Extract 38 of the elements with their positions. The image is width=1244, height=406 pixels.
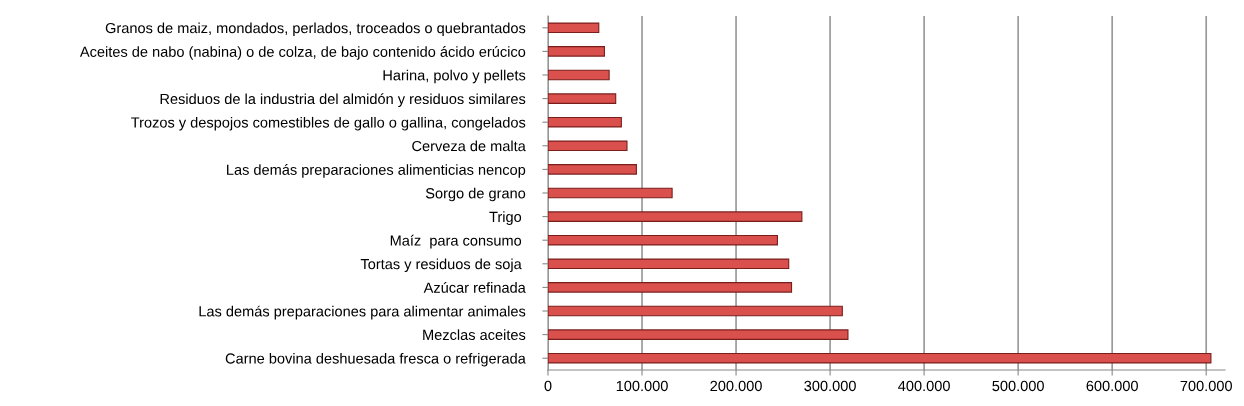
x-tick-label: 300.000 — [804, 380, 856, 392]
bar — [548, 69, 610, 81]
bar — [548, 305, 843, 317]
x-tick-label: 200.000 — [710, 380, 762, 392]
bar — [548, 140, 628, 152]
y-tick-label: Harina, polvo y pellets — [383, 69, 526, 84]
bar — [548, 116, 622, 128]
bar — [548, 234, 778, 246]
bar — [548, 352, 1212, 364]
y-tick-label: Las demás preparaciones alimenticias nencop — [227, 164, 526, 178]
bar — [548, 164, 637, 175]
bar — [548, 258, 790, 270]
x-tick-label: 100.000 — [616, 380, 668, 392]
y-tick-label: Cerveza de malta — [412, 140, 526, 152]
y-tick-label: Azúcar refinada — [423, 281, 526, 293]
bar — [548, 22, 600, 34]
x-tick-label: 0 — [544, 380, 552, 392]
y-tick-label: Carne bovina deshuesada fresca o refrigerada — [225, 352, 526, 367]
y-tick-label: Maíz para consumo — [390, 234, 522, 249]
y-tick-label: Aceites de nabo (nabina) o de colza, de bajo contenido ácido erúcico — [79, 46, 526, 60]
y-tick-label: Residuos de la industria del almidón y residuos similares — [160, 93, 526, 107]
y-tick-label: Trozos y despojos comestibles de gallo o gallina, congelados — [131, 116, 526, 131]
y-tick-label: Sorgo de grano — [425, 187, 526, 202]
bar — [548, 187, 673, 199]
bar — [548, 329, 849, 340]
y-tick-label: Mezclas aceites — [423, 329, 526, 341]
x-tick-label: 500.000 — [992, 380, 1044, 392]
x-tick-label: 400.000 — [898, 380, 950, 392]
y-tick-label: Tortas y residuos de soja — [360, 258, 522, 273]
x-tick-label: 700.000 — [1180, 380, 1232, 392]
y-tick-label: Granos de maiz, mondados, perlados, troceados o quebrantados — [105, 22, 526, 37]
bar — [548, 46, 605, 57]
y-tick-label: Trigo — [489, 211, 522, 225]
bar — [548, 282, 793, 293]
bar — [548, 211, 803, 222]
x-tick-label: 600.000 — [1086, 380, 1138, 392]
bar — [548, 93, 617, 104]
y-tick-label: Las demás preparaciones para alimentar animales — [199, 305, 526, 320]
